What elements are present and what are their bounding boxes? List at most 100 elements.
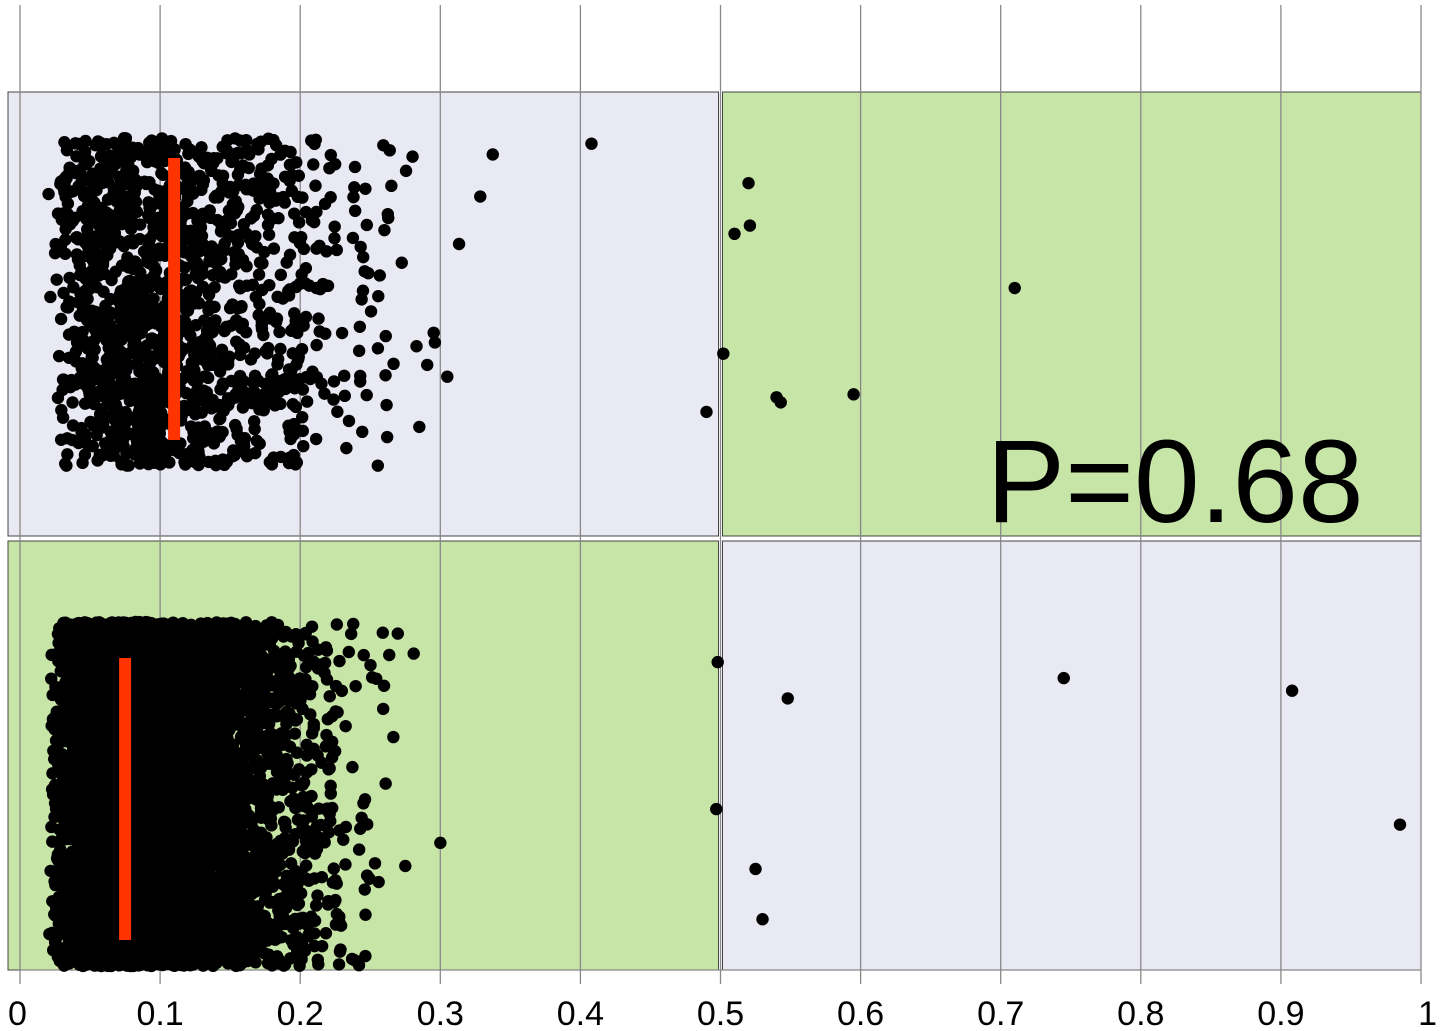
data-point xyxy=(328,157,342,171)
data-point xyxy=(376,702,390,716)
data-point xyxy=(252,143,265,156)
data-point xyxy=(305,214,319,227)
data-point xyxy=(62,328,76,341)
data-point xyxy=(441,370,454,383)
data-point xyxy=(61,448,74,461)
data-point xyxy=(226,153,240,166)
data-point xyxy=(127,285,140,299)
data-point xyxy=(231,168,245,182)
data-point xyxy=(421,358,434,372)
data-point xyxy=(283,174,296,188)
data-point xyxy=(122,275,135,288)
data-point xyxy=(134,310,147,324)
data-point xyxy=(191,230,204,243)
data-point xyxy=(406,150,419,163)
data-point xyxy=(338,389,351,403)
data-point xyxy=(198,420,211,433)
data-point xyxy=(99,206,113,219)
data-point xyxy=(700,405,713,419)
data-point xyxy=(190,294,203,308)
data-point xyxy=(78,397,92,410)
data-point xyxy=(383,648,396,662)
data-point xyxy=(213,265,227,279)
data-point xyxy=(283,158,297,171)
data-point xyxy=(203,339,217,352)
data-point xyxy=(185,356,199,369)
data-point xyxy=(218,237,231,250)
data-point xyxy=(319,927,333,940)
data-point xyxy=(153,427,167,440)
data-point xyxy=(132,361,146,374)
data-point xyxy=(165,145,179,158)
data-point xyxy=(340,441,353,455)
data-point xyxy=(320,245,333,258)
data-point xyxy=(331,405,344,418)
data-point xyxy=(242,391,255,405)
data-point xyxy=(357,250,370,264)
data-point xyxy=(352,344,366,358)
data-point xyxy=(78,448,92,461)
data-point xyxy=(262,228,276,241)
data-point xyxy=(202,304,215,317)
data-point xyxy=(113,198,126,211)
data-point xyxy=(300,395,314,408)
data-point xyxy=(157,283,171,296)
data-point xyxy=(190,286,203,299)
data-point xyxy=(90,428,103,442)
data-point xyxy=(93,168,106,182)
data-point xyxy=(342,414,356,428)
data-point xyxy=(385,179,398,193)
data-point xyxy=(178,261,191,274)
data-point xyxy=(267,242,281,255)
data-point xyxy=(115,309,129,323)
data-point xyxy=(73,259,86,272)
data-point xyxy=(220,455,234,469)
data-point xyxy=(108,442,121,455)
data-point xyxy=(76,325,89,339)
data-point xyxy=(379,329,392,343)
data-point xyxy=(141,242,154,255)
data-point xyxy=(187,374,200,387)
data-point xyxy=(179,458,192,471)
data-point xyxy=(152,184,166,198)
data-point xyxy=(303,279,316,292)
data-point xyxy=(148,155,161,168)
data-point xyxy=(286,347,299,360)
data-point xyxy=(354,369,367,383)
data-point xyxy=(299,310,313,324)
data-point xyxy=(219,322,232,335)
data-point xyxy=(282,289,296,302)
data-point xyxy=(181,447,195,460)
data-point xyxy=(202,455,215,469)
data-point xyxy=(310,242,323,255)
data-point xyxy=(391,627,404,640)
data-point xyxy=(359,182,372,195)
data-point xyxy=(87,334,101,347)
data-point xyxy=(60,300,73,314)
data-point xyxy=(310,338,323,352)
data-point xyxy=(292,216,306,229)
data-point xyxy=(236,401,250,414)
data-point xyxy=(287,428,301,441)
data-point xyxy=(371,459,385,472)
data-point xyxy=(253,192,266,205)
data-point xyxy=(141,255,154,268)
data-point xyxy=(322,826,336,839)
data-point xyxy=(258,245,271,259)
data-point xyxy=(72,180,85,193)
data-point xyxy=(122,255,135,268)
data-point xyxy=(232,200,245,214)
data-point xyxy=(59,247,72,260)
data-point xyxy=(85,351,98,364)
data-point xyxy=(327,375,341,388)
data-point xyxy=(127,196,140,209)
data-point xyxy=(289,400,303,414)
data-point xyxy=(380,430,394,444)
data-point xyxy=(200,393,213,406)
data-point xyxy=(193,244,206,258)
data-point xyxy=(213,365,227,378)
data-point xyxy=(312,312,325,325)
data-point xyxy=(371,342,385,355)
data-point xyxy=(216,140,229,154)
data-point xyxy=(112,351,125,364)
